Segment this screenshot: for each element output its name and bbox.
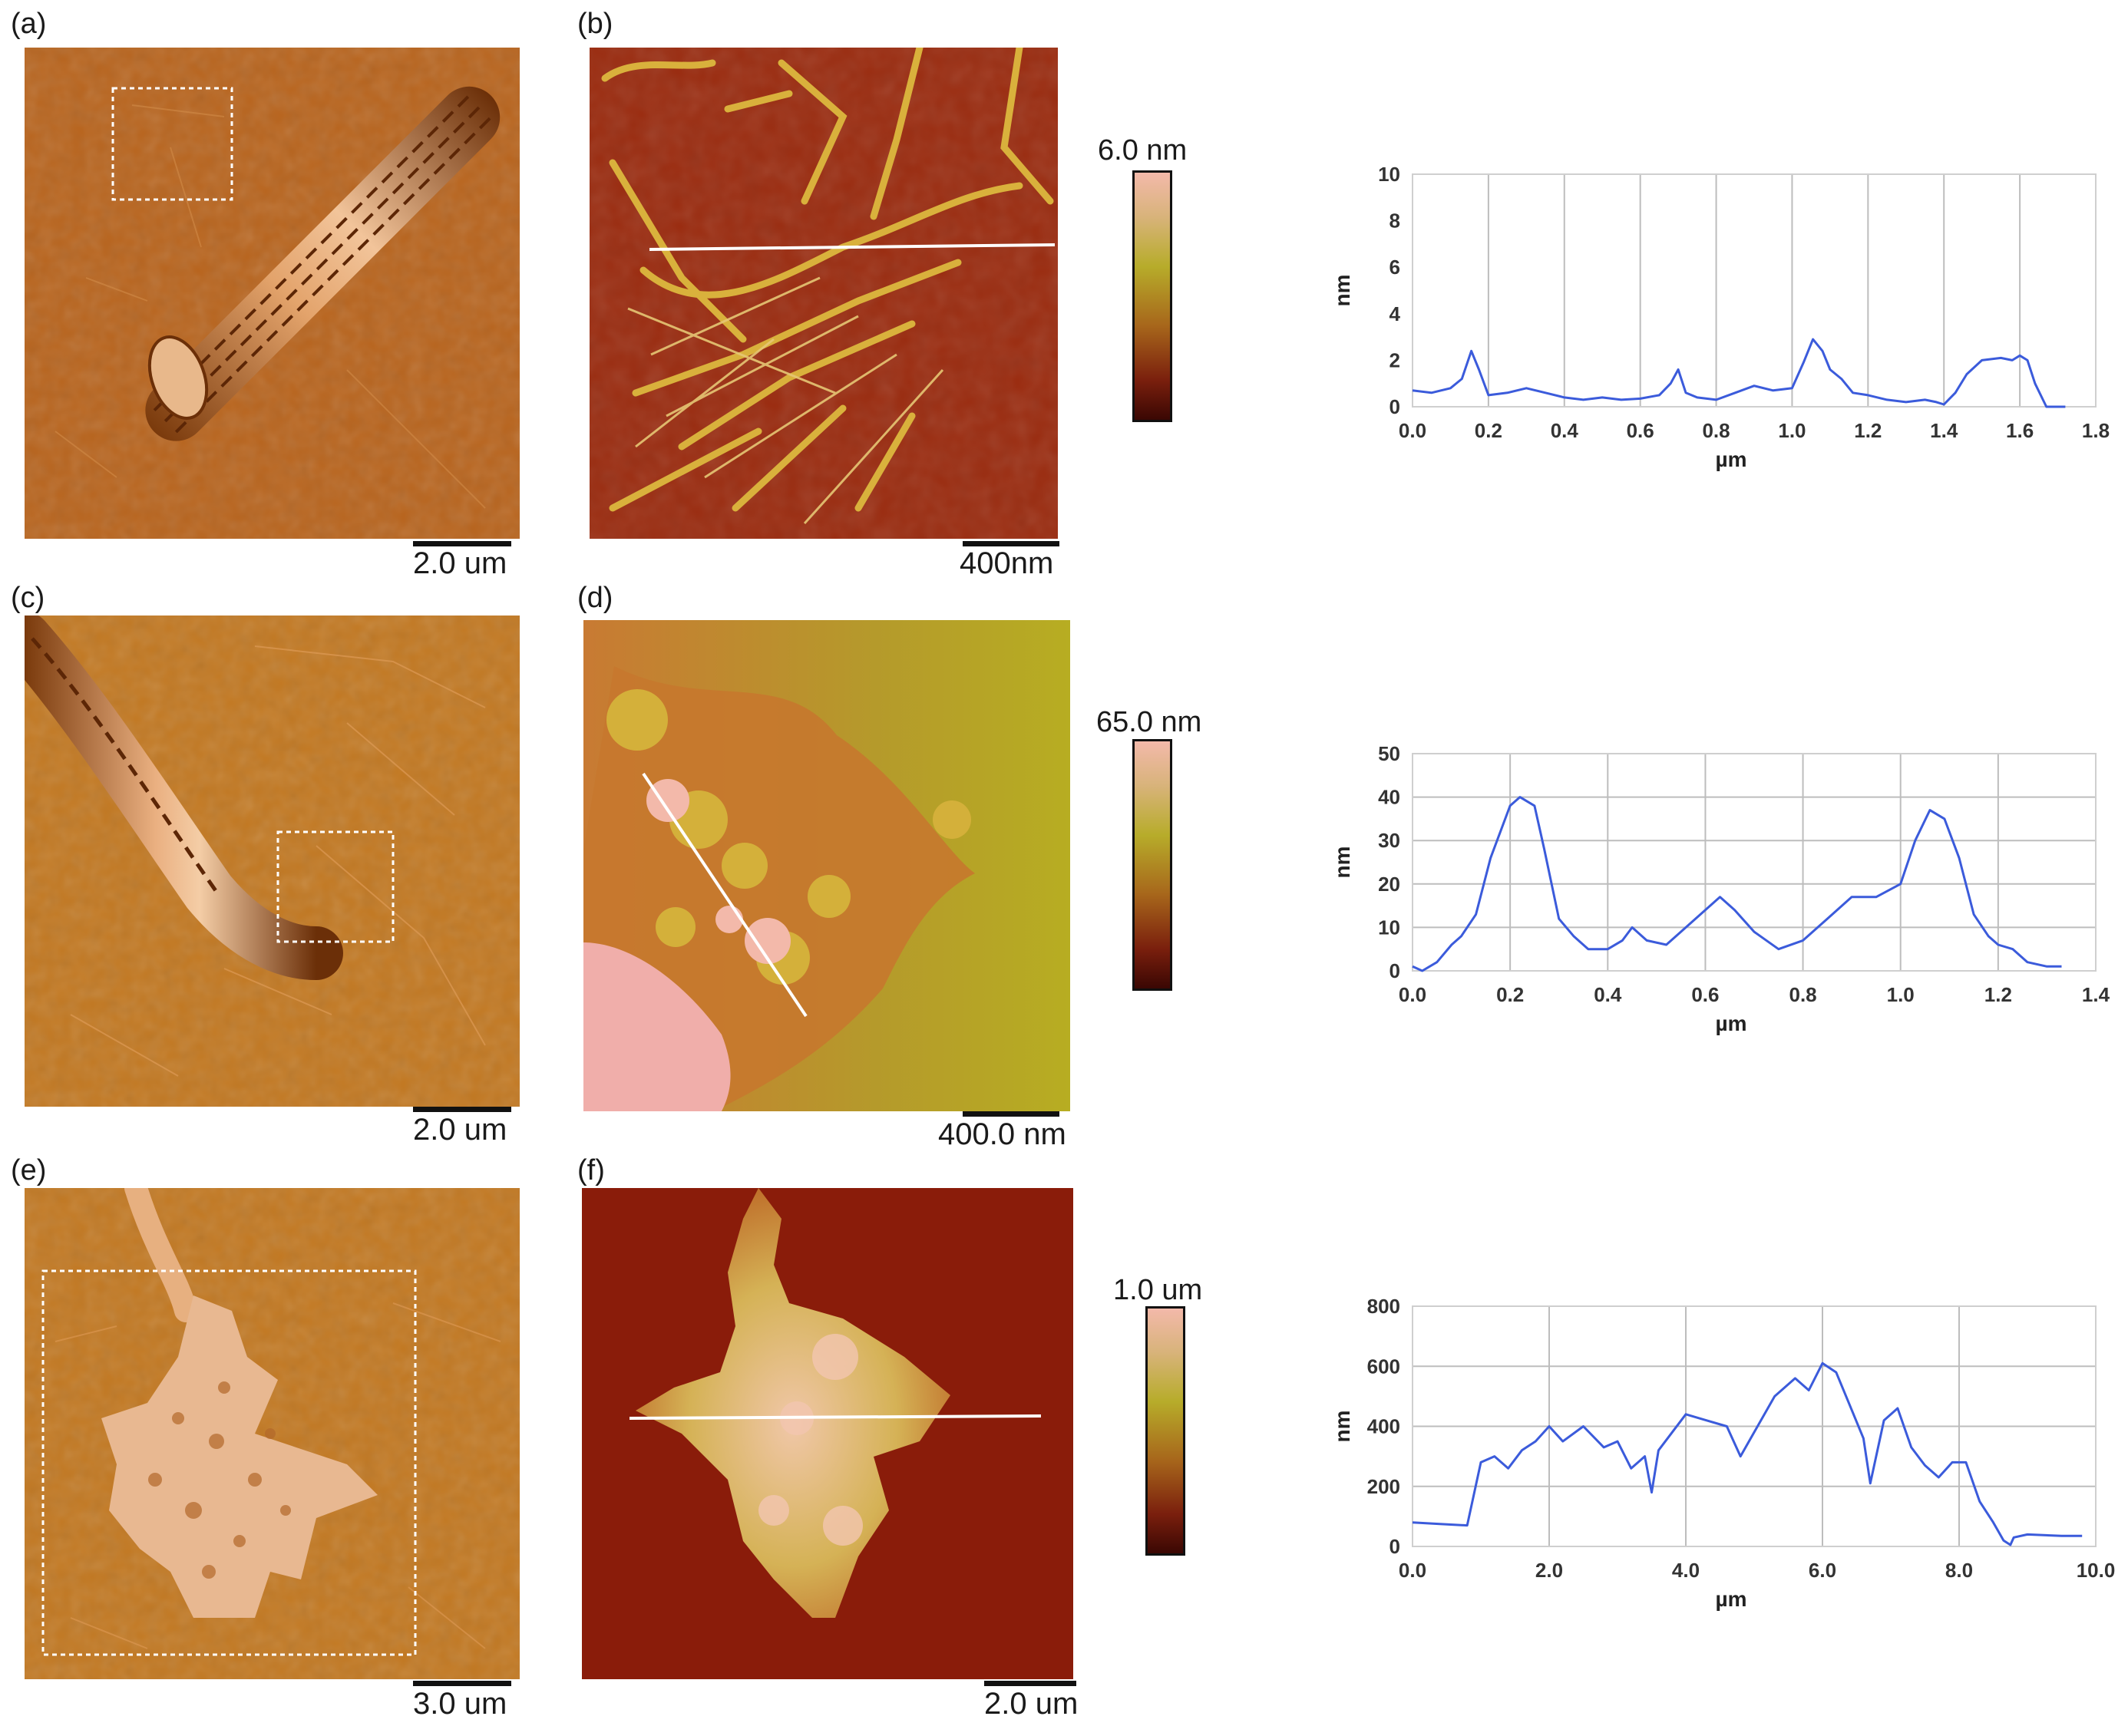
- colorbar-label-d: 65.0 nm: [1096, 706, 1202, 738]
- scale-label-c: 2.0 um: [413, 1113, 507, 1147]
- x-tick-label: 0.4: [1551, 419, 1579, 442]
- x-tick-label: 1.0: [1887, 983, 1915, 1006]
- colorbar-label-b: 6.0 nm: [1098, 134, 1188, 167]
- scale-bar-b: [963, 541, 1059, 546]
- scale-label-a: 2.0 um: [413, 546, 507, 580]
- scale-bar-d: [963, 1111, 1059, 1117]
- scale-bar-c: [413, 1107, 511, 1112]
- colorbar-d: [1132, 739, 1172, 991]
- y-tick-label: 200: [1367, 1475, 1400, 1498]
- height-image-f: [582, 1188, 1073, 1679]
- plot-frame: [1412, 753, 2097, 972]
- x-tick-label: 1.2: [1854, 419, 1882, 442]
- x-tick-label: 1.0: [1778, 419, 1806, 442]
- colorbar-f: [1145, 1306, 1185, 1556]
- x-tick-label: 1.6: [2006, 419, 2034, 442]
- scale-bar-a: [413, 541, 511, 546]
- amplitude-image-e: [25, 1188, 520, 1679]
- y-tick-label: 600: [1367, 1355, 1400, 1378]
- profile-chart-d: 0 10 20 30 40 50 0.0 0.2 0.4 0.6 0.8 1.0 1.2 1.4 µm nm: [1328, 737, 2119, 1044]
- y-tick-label: 2: [1389, 348, 1400, 371]
- colorbar-b: [1132, 170, 1172, 422]
- panel-label-b: (b): [577, 8, 613, 40]
- scale-label-d: 400.0 nm: [938, 1117, 1066, 1151]
- x-tick-label: 0.0: [1399, 419, 1426, 442]
- x-tick-label: 0.2: [1496, 983, 1524, 1006]
- profile-chart-b: 0 2 4 6 8 10 0.0 0.2 0.4 0.6 0.8 1.0 1.2 1.4 1.6 1.8 µm n…: [1328, 157, 2119, 480]
- y-tick-label: 10: [1378, 163, 1400, 186]
- plot-frame: [1412, 1305, 2097, 1547]
- x-tick-label: 0.2: [1475, 419, 1502, 442]
- panel-label-a: (a): [11, 8, 47, 40]
- scale-bar-f: [984, 1681, 1076, 1686]
- y-tick-label: 10: [1378, 916, 1400, 939]
- profile-line: [1412, 1361, 2083, 1546]
- x-tick-label: 0.0: [1399, 1559, 1426, 1582]
- y-tick-label: 40: [1378, 786, 1400, 809]
- x-tick-label: 0.8: [1789, 983, 1816, 1006]
- profile-line: [1412, 796, 2062, 972]
- scale-bar-e: [413, 1681, 511, 1686]
- y-tick-label: 30: [1378, 829, 1400, 852]
- y-axis-title: nm: [1330, 847, 1354, 879]
- y-axis-title: nm: [1330, 1411, 1354, 1443]
- x-tick-label: 1.8: [2082, 419, 2110, 442]
- y-tick-label: 20: [1378, 873, 1400, 896]
- amplitude-image-c: [25, 616, 520, 1107]
- x-tick-label: 0.6: [1627, 419, 1654, 442]
- y-tick-label: 8: [1389, 210, 1400, 233]
- panel-label-d: (d): [577, 582, 613, 614]
- x-axis-title: µm: [1715, 1587, 1746, 1611]
- x-tick-label: 0.0: [1399, 983, 1426, 1006]
- x-tick-label: 0.4: [1594, 983, 1622, 1006]
- panel-label-e: (e): [11, 1154, 47, 1186]
- height-image-b: [590, 48, 1058, 539]
- plot-frame: [1412, 173, 2097, 408]
- x-tick-label: 0.8: [1702, 419, 1730, 442]
- colorbar-label-f: 1.0 um: [1113, 1274, 1203, 1306]
- y-tick-label: 800: [1367, 1295, 1400, 1318]
- y-tick-label: 400: [1367, 1415, 1400, 1438]
- x-tick-label: 1.4: [2082, 983, 2110, 1006]
- y-tick-label: 0: [1389, 1535, 1400, 1558]
- x-tick-label: 1.2: [1984, 983, 2012, 1006]
- profile-chart-f: 0 200 400 600 800 0.0 2.0 4.0 6.0 8.0 10.0 µm nm: [1328, 1289, 2119, 1619]
- x-axis-title: µm: [1715, 447, 1746, 471]
- x-tick-label: 10.0: [2077, 1559, 2116, 1582]
- y-tick-label: 50: [1378, 742, 1400, 765]
- y-tick-label: 6: [1389, 256, 1400, 279]
- amplitude-image-a: [25, 48, 520, 539]
- y-tick-label: 4: [1389, 302, 1401, 325]
- scale-label-f: 2.0 um: [984, 1687, 1079, 1721]
- x-tick-label: 6.0: [1809, 1559, 1836, 1582]
- height-image-d: [583, 620, 1070, 1111]
- y-axis-title: nm: [1330, 275, 1354, 307]
- x-tick-label: 2.0: [1535, 1559, 1563, 1582]
- profile-line: [1412, 338, 2066, 408]
- x-axis-title: µm: [1715, 1012, 1746, 1035]
- y-tick-label: 0: [1389, 395, 1400, 418]
- x-tick-label: 4.0: [1672, 1559, 1700, 1582]
- x-tick-label: 8.0: [1945, 1559, 1973, 1582]
- y-tick-label: 0: [1389, 959, 1400, 982]
- scale-label-e: 3.0 um: [413, 1687, 507, 1721]
- x-tick-label: 1.4: [1930, 419, 1958, 442]
- panel-label-c: (c): [11, 582, 45, 614]
- scale-label-b: 400nm: [960, 546, 1054, 580]
- panel-label-f: (f): [577, 1154, 605, 1186]
- x-tick-label: 0.6: [1691, 983, 1719, 1006]
